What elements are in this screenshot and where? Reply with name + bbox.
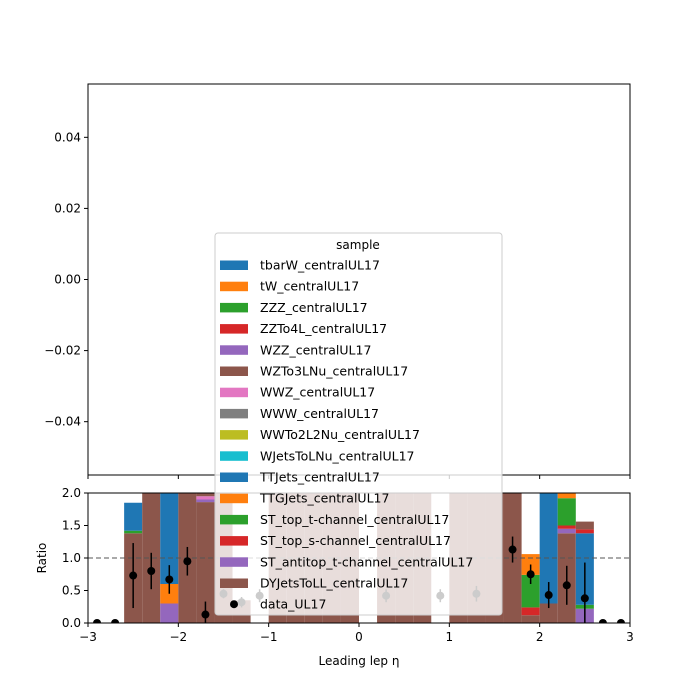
main-y-tick-label: −0.04 [44,415,81,429]
ratio-data-point [616,619,625,623]
ratio-data-point [111,619,120,623]
legend-swatch [220,536,248,546]
legend-swatch [220,302,248,313]
ratio-x-tick-label: −1 [260,630,278,644]
ratio-x-axis-label: Leading lep η [319,654,400,668]
main-y-ticks: −0.04 −0.02 0.00 0.02 0.04 [44,130,88,429]
legend-swatch [220,345,248,355]
ratio-stacked-bar-segment [575,529,594,534]
ratio-y-ticks: 0.0 0.5 1.0 1.5 2.0 [62,486,88,630]
legend-swatch [220,430,248,440]
legend-entry-label: WWZ_centralUL17 [260,385,375,400]
ratio-data-point [129,571,138,580]
legend-swatch [220,578,248,588]
ratio-stacked-bar-segment [557,525,576,529]
ratio-y-tick-label: 1.5 [62,519,81,533]
ratio-data-point [580,594,589,603]
ratio-stacked-bar-segment [124,502,143,531]
ratio-stacked-bar-segment [539,493,558,604]
legend-entry-label: WZTo3LNu_centralUL17 [260,364,408,379]
ratio-x-tick-label: 1 [446,630,454,644]
legend-entry-label: ZZZ_centralUL17 [260,300,368,315]
ratio-y-tick-label: 2.0 [62,486,81,500]
ratio-y-tick-label: 0.5 [62,584,81,598]
main-y-tick-label: 0.02 [54,201,81,215]
ratio-x-tick-label: 0 [355,630,363,644]
main-y-tick-label: −0.02 [44,344,81,358]
legend-marker-icon [230,600,238,609]
ratio-stacked-bar-segment [160,493,179,584]
ratio-data-point [183,557,192,566]
ratio-stacked-bar-segment [196,499,215,503]
ratio-stacked-bar-segment [196,502,215,623]
ratio-x-tick-label: −3 [79,630,97,644]
legend-swatch [220,472,248,482]
ratio-stacked-bar-segment [575,521,594,530]
ratio-x-tick-label: 2 [536,630,544,644]
legend-entry-label: WWW_centralUL17 [260,406,379,421]
legend-entry-label: TTJets_centralUL17 [259,470,380,485]
legend-swatch [220,324,248,334]
legend-entries: tbarW_centralUL17 tW_centralUL17 ZZZ_centr… [220,258,473,612]
ratio-stacked-bar-segment [196,493,215,497]
ratio-stacked-bar-segment [557,493,576,499]
ratio-y-tick-label: 1.0 [62,551,81,565]
legend-swatch [220,557,248,567]
ratio-stacked-bar-segment [557,528,576,534]
legend-swatch [220,260,248,270]
ratio-data-point [93,619,102,623]
legend-box [214,232,503,616]
legend-entry-label: WWTo2L2Nu_centralUL17 [260,427,420,442]
ratio-data-point [526,570,535,579]
legend-entry-label: WJetsToLNu_centralUL17 [260,448,414,463]
legend-swatch [220,281,248,292]
legend-entry-label: data_UL17 [260,597,326,612]
ratio-data-point [598,619,607,623]
legend-swatch [220,493,248,504]
ratio-stacked-bar-segment [521,615,540,623]
ratio-x-ticks: −3 −2 −1 0 1 2 3 [79,623,634,644]
legend-swatch [220,451,248,461]
ratio-x-tick-label: 3 [626,630,634,644]
ratio-stacked-bar-segment [124,530,143,534]
ratio-data-point [201,610,210,619]
ratio-data-point [562,581,571,590]
ratio-y-tick-label: 0.0 [62,616,81,630]
legend-entry-label: tbarW_centralUL17 [260,258,380,273]
ratio-data-point [544,591,553,600]
legend-entry-label: ST_top_t-channel_centralUL17 [260,512,449,527]
legend-entry-label: tW_centralUL17 [260,279,359,294]
ratio-stacked-bar-segment [557,498,576,526]
ratio-stacked-bar-segment [521,607,540,616]
legend-entry-label: DYJetsToLL_centralUL17 [260,576,408,591]
legend-title: sample [336,238,380,252]
ratio-stacked-bar-segment [521,574,540,608]
ratio-stacked-bar-segment [160,603,179,623]
legend-entry-label: WZZ_centralUL17 [260,342,371,357]
legend-swatch [220,514,248,525]
ratio-y-axis-label: Ratio [35,543,49,574]
legend-swatch [220,366,248,376]
ratio-data-point [165,575,174,584]
main-y-tick-label: 0.04 [54,130,81,144]
legend-entry-label: ST_antitop_t-channel_centralUL17 [260,554,473,569]
ratio-x-tick-label: −2 [169,630,187,644]
legend-entry-label: ST_top_s-channel_centralUL17 [260,533,451,548]
legend-entry-label: TTGJets_centralUL17 [259,491,389,506]
legend-swatch [220,387,248,398]
legend: sample tbarW_centralUL17 tW_centralUL17 ZZ… [214,232,503,616]
ratio-data-point [508,545,517,554]
legend-swatch [220,408,248,419]
ratio-stacked-bar-segment [539,603,558,623]
legend-entry-label: ZZTo4L_centralUL17 [260,321,387,336]
main-y-tick-label: 0.00 [54,273,81,287]
ratio-data-point [147,567,156,575]
ratio-stacked-bar-segment [196,496,215,500]
